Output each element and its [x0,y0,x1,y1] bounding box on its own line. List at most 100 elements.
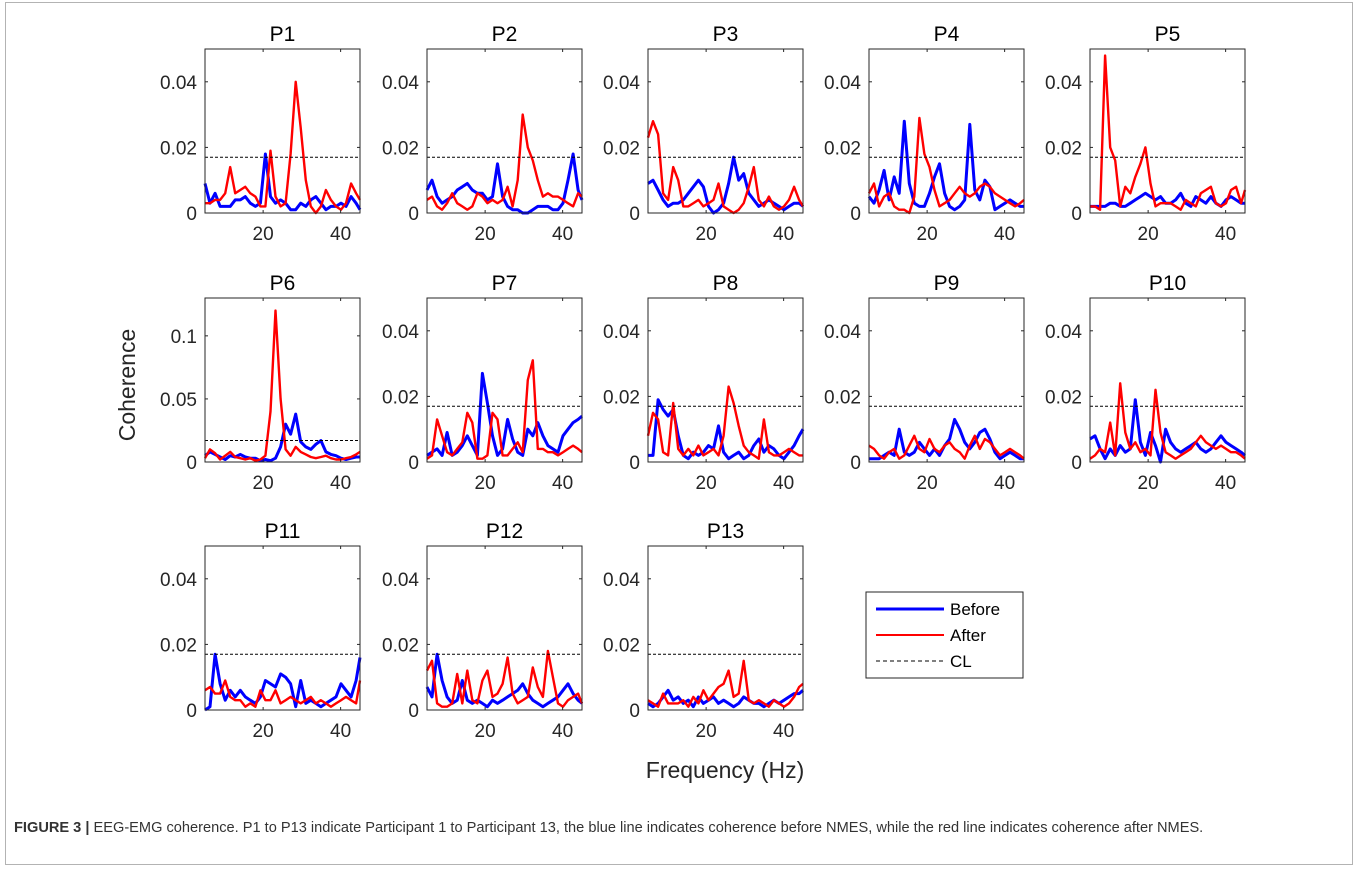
axes-box-p1 [204,48,361,214]
series-line-after-p7 [426,359,583,460]
subplot-p10: 0 0.02 0.04 20 40 P10 [1045,272,1246,494]
x-tick-label: 20 [253,224,274,245]
x-tick-label: 40 [773,224,794,245]
x-tick-label: 40 [330,721,351,742]
y-tick-label: 0 [408,701,419,722]
y-tick-label: 0.04 [824,73,861,94]
series-line-after-p1 [205,80,362,215]
series-line-after-p9 [868,434,1025,460]
y-tick-label: 0 [408,453,419,474]
panel-title-p4: P4 [934,23,960,46]
subplot-p6: 0 0.05 0.1 20 40 P6 [160,272,361,494]
x-tick-label: 20 [1138,224,1159,245]
x-tick-label: 20 [475,721,496,742]
panel-title-p8: P8 [713,272,739,295]
x-tick-label: 40 [330,224,351,245]
series-line-before-p5 [1090,191,1245,208]
y-tick-label: 0.02 [382,138,419,159]
y-tick-label: 0.04 [1045,322,1082,343]
y-tick-label: 0 [850,453,861,474]
y-tick-label: 0.02 [382,635,419,656]
panel-title-p5: P5 [1155,23,1181,46]
series-line-after-p13 [647,659,804,708]
y-tick-label: 0.02 [824,387,861,408]
y-tick-label: 0 [850,204,861,225]
series-line-before-p3 [647,155,804,215]
subplot-p12: 0 0.02 0.04 20 40 P12 [382,520,584,742]
subplot-p4: 0 0.02 0.04 20 40 P4 [824,23,1025,245]
series-line-after-p6 [203,309,361,462]
subplot-p1: 0 0.02 0.04 20 40 P1 [160,23,362,245]
x-tick-label: 40 [994,224,1015,245]
caption-text: EEG-EMG coherence. P1 to P13 indicate Pa… [89,820,1204,836]
y-tick-label: 0 [186,204,197,225]
x-tick-label: 40 [330,473,351,494]
y-tick-label: 0.02 [160,635,197,656]
panel-title-p2: P2 [492,23,518,46]
y-axis-title: Coherence [114,329,140,442]
legend-label-before: Before [950,600,1000,619]
x-tick-label: 20 [475,473,496,494]
y-tick-label: 0.02 [160,138,197,159]
axes-box-p7 [426,297,583,463]
x-tick-label: 20 [253,473,274,494]
series-line-before-p9 [869,417,1024,461]
subplot-p8: 0 0.02 0.04 20 40 P8 [603,272,805,494]
series-line-before-p2 [425,152,584,215]
y-tick-label: 0 [629,701,640,722]
panel-title-p9: P9 [934,272,960,295]
y-tick-label: 0.02 [603,387,640,408]
series-line-after-p5 [1090,54,1247,211]
axes-box-p12 [426,545,583,711]
subplot-p13: 0 0.02 0.04 20 40 P13 [603,520,804,742]
series-line-after-p8 [646,385,803,460]
y-tick-label: 0 [186,701,197,722]
axes-box-p6 [204,297,361,463]
panel-title-p6: P6 [270,272,296,295]
y-tick-label: 0.04 [382,570,419,591]
y-tick-label: 0.02 [382,387,419,408]
y-tick-label: 0.04 [824,322,861,343]
x-tick-label: 20 [696,473,717,494]
y-tick-label: 0.04 [382,322,419,343]
axes-box-p13 [647,545,804,711]
y-tick-label: 0.02 [1045,138,1082,159]
x-tick-label: 40 [773,721,794,742]
x-tick-label: 40 [773,473,794,494]
series-line-after-p10 [1089,382,1246,460]
y-tick-label: 0 [1071,453,1082,474]
series-line-before-p11 [204,652,362,712]
x-tick-label: 20 [917,224,938,245]
subplot-p5: 0 0.02 0.04 20 40 P5 [1045,23,1247,245]
series-line-before-p4 [867,119,1024,212]
y-tick-label: 0 [186,453,197,474]
panel-title-p7: P7 [492,272,518,295]
x-tick-label: 20 [696,224,717,245]
x-tick-label: 40 [994,473,1015,494]
axes-box-p4 [868,48,1025,214]
legend-label-after: After [950,626,986,645]
y-tick-label: 0.04 [382,73,419,94]
y-tick-label: 0.1 [171,327,197,348]
x-tick-label: 20 [253,721,274,742]
series-line-before-p7 [426,371,583,457]
series-line-after-p2 [426,113,583,211]
panel-title-p3: P3 [713,23,739,46]
axes-box-p2 [426,48,583,214]
subplot-p11: 0 0.02 0.04 20 40 P11 [160,520,362,742]
x-tick-label: 40 [1215,224,1236,245]
subplot-p2: 0 0.02 0.04 20 40 P2 [382,23,584,245]
axes-box-p10 [1089,297,1246,463]
caption-label: FIGURE 3 | [14,820,90,836]
axes-box-p8 [647,297,804,463]
series-line-after-p4 [867,116,1025,215]
x-tick-label: 20 [1138,473,1159,494]
axes-box-p11 [204,545,361,711]
legend: Before After CL [865,591,1024,679]
y-tick-label: 0 [629,204,640,225]
x-tick-label: 40 [552,721,573,742]
x-axis-title: Frequency (Hz) [646,757,804,783]
y-tick-label: 0.02 [603,635,640,656]
